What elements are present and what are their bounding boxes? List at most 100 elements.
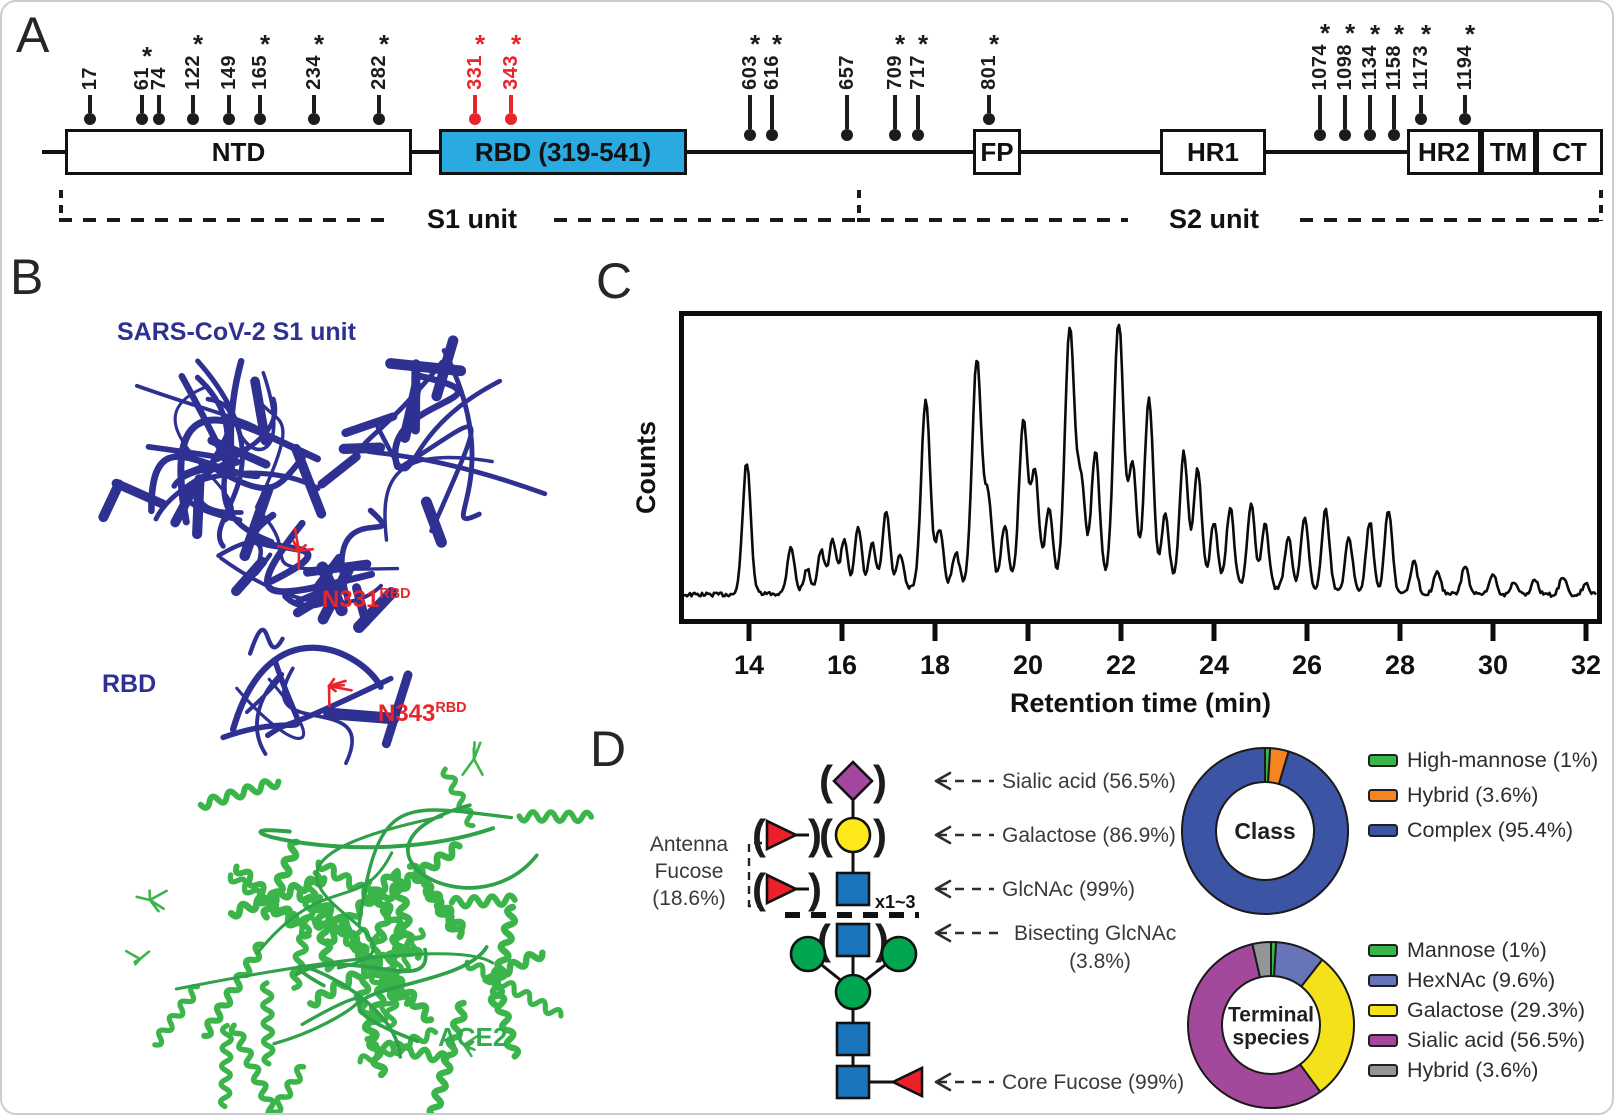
donut-center-title: Terminal <box>1228 1004 1314 1027</box>
glycosite-stem <box>770 95 774 129</box>
glycosite-number: 1074 <box>1309 43 1331 91</box>
parenthesis: ) <box>873 757 887 804</box>
glycan-stick <box>138 950 151 961</box>
alpha-helix <box>227 875 328 920</box>
glycosite-stem <box>227 95 231 113</box>
glycosite-stem <box>377 95 381 113</box>
mannose-circle-icon <box>834 973 872 1011</box>
bracket-dash <box>857 218 1128 222</box>
x-tick-label: 24 <box>1199 650 1229 680</box>
glycan-stick <box>276 544 301 553</box>
legend-swatch-icon <box>1368 754 1398 767</box>
legend-swatch-icon <box>1368 1064 1398 1077</box>
bracket-dash <box>1300 218 1599 222</box>
bisecting-glcnac-annotation: Bisecting GlcNAc <box>1014 922 1176 945</box>
alpha-helix <box>228 1022 277 1113</box>
glycosite-dot <box>187 113 199 125</box>
glycosite-number: 74 <box>148 66 170 90</box>
alpha-helix <box>152 983 200 1048</box>
alpha-helix <box>482 949 546 986</box>
glycosite-1098: * 1098 <box>1332 18 1358 141</box>
glycosite-717: * 717 <box>905 18 931 141</box>
glycosite-dot <box>153 113 165 125</box>
n343-base: N343 <box>378 700 436 727</box>
x-tick-label: 20 <box>1013 650 1043 680</box>
alpha-helix <box>265 1063 307 1113</box>
glycosite-star: * <box>749 29 761 60</box>
glycosite-dot <box>84 113 96 125</box>
beta-strand <box>399 381 422 443</box>
glycosite-star: * <box>1369 18 1381 49</box>
glycosite-stem <box>1392 95 1396 129</box>
ribbon-strand <box>406 803 539 890</box>
x-tick-label: 18 <box>920 650 950 680</box>
glycosite-dot <box>912 129 924 141</box>
glycosite-number: 17 <box>79 66 101 90</box>
glycosite-stem <box>312 95 316 113</box>
antenna-fucose-label: (18.6%) <box>652 887 726 910</box>
beta-strand <box>323 707 400 725</box>
glycosite-star: * <box>1319 17 1331 48</box>
glycosite-stem <box>1419 95 1423 113</box>
fucose-triangle-icon <box>890 1065 924 1099</box>
beta-strand <box>303 559 372 577</box>
glycosite-star: * <box>771 29 783 60</box>
glycosite-stem <box>1318 95 1322 129</box>
beta-strand <box>431 335 459 402</box>
glycosite-801: * 801 <box>976 18 1002 125</box>
galactose-circle-icon <box>834 816 872 854</box>
glycosite-74: 74 <box>146 18 172 125</box>
glycosite-1173: * 1173 <box>1408 18 1434 125</box>
glycosite-dot <box>469 113 481 125</box>
beta-strand <box>111 478 168 509</box>
antenna-fucose-label: Fucose <box>655 860 724 883</box>
ribbon-strand <box>174 952 495 991</box>
spike-backbone-line <box>42 150 1603 154</box>
legend-swatch-icon <box>1368 1034 1398 1047</box>
x-tick-label: 26 <box>1292 650 1322 680</box>
sialic-acid-annotation: Sialic acid (56.5%) <box>1002 770 1176 793</box>
beta-strand <box>420 496 447 548</box>
glycosite-61: * 61 <box>129 18 155 125</box>
domain-box-tm: TM <box>1481 129 1536 175</box>
legend-item-label: Hybrid (3.6%) <box>1407 1058 1539 1082</box>
glycosite-stem <box>258 95 262 113</box>
left-arrow-icon <box>934 1072 952 1092</box>
legend-swatch-icon <box>1368 824 1398 837</box>
beta-strand <box>316 561 348 617</box>
glycosite-dot <box>841 129 853 141</box>
panel-d-label: D <box>590 721 627 777</box>
ribbon-strand <box>396 424 474 534</box>
beta-strand <box>317 452 361 489</box>
x-tick-label: 16 <box>827 650 857 680</box>
glycan-stick <box>327 684 353 692</box>
glycosite-dot <box>1314 129 1326 141</box>
alpha-helix <box>372 1039 450 1064</box>
glycosite-dot <box>223 113 235 125</box>
legend-item: High-mannose (1%) <box>1368 748 1598 773</box>
legend-swatch-icon <box>1368 974 1398 987</box>
glycosite-stem <box>1368 95 1372 129</box>
parenthesis: ( <box>819 811 833 858</box>
sialic-acid-diamond-icon <box>832 760 874 802</box>
glycosite-number: 801 <box>978 55 1000 90</box>
fucose-triangle-icon <box>765 818 799 852</box>
glcnac-annotation: GlcNAc (99%) <box>1002 878 1135 901</box>
glycosite-149: 149 <box>216 18 242 125</box>
glycan-class-donut: Class <box>1181 746 1350 915</box>
ribbon-strand <box>315 815 444 970</box>
glycosite-number: 1134 <box>1359 44 1381 90</box>
legend-item-label: Mannose (1%) <box>1407 938 1547 962</box>
ribbon-strand <box>247 627 285 656</box>
ace2-structure-label: ACE2 <box>438 1022 508 1052</box>
left-arrow-icon <box>934 771 952 791</box>
beta-strand <box>317 564 354 625</box>
ribbon-strand <box>359 359 548 497</box>
ribbon-strand <box>177 416 321 526</box>
beta-strand <box>381 670 413 749</box>
fucose-triangle-icon <box>765 872 799 906</box>
donut-segment-galactose <box>1299 958 1355 1093</box>
glycosite-616: * 616 <box>759 18 785 141</box>
mannose-circle-icon <box>880 935 918 973</box>
ribbon-strand <box>229 644 384 733</box>
